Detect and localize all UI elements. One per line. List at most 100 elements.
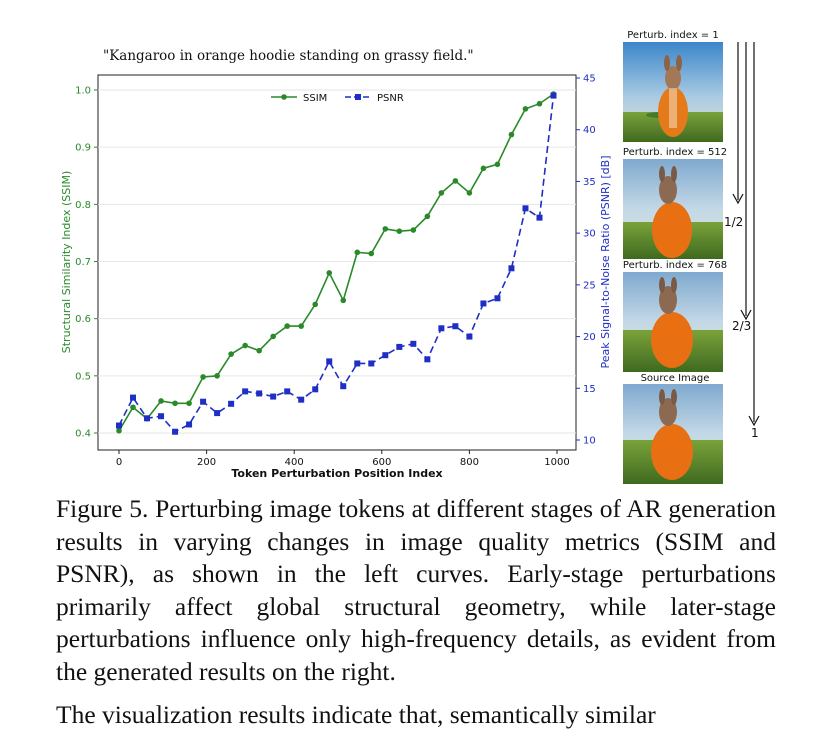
psnr-point [116,422,122,429]
body-text-next: The visualization results indicate that,… [56,700,656,729]
psnr-point [536,214,543,221]
ssim-point [298,323,305,329]
chart-series [116,91,557,435]
x-tick-label: 200 [197,457,216,468]
ssim-point [228,351,234,357]
ssim-point [508,131,515,138]
axis-ticks: 0 200 400 600 800 1000 0.4 0.5 0.6 0.7 0.8 0.9 1.0 10… [75,74,596,469]
psnr-point [382,352,389,359]
y-right-tick-label: 25 [583,280,596,291]
arrow-3-head [748,415,760,427]
plot-frame [97,74,577,451]
ssim-point [536,100,543,107]
y-right-tick-label: 45 [583,74,596,85]
legend-ssim-label: SSIM [303,93,327,104]
y-left-tick-label: 0.7 [75,257,91,268]
ssim-point [438,190,445,196]
ssim-point [284,323,290,329]
ssim-point [326,270,333,276]
chart-title: "Kangaroo in orange hoodie standing on g… [103,48,474,64]
ssim-point [382,226,389,232]
y-axis-label-right: Peak Signal-to-Noise Ratio (PSNR) [dB] [599,155,612,368]
figure-canvas: "Kangaroo in orange hoodie standing on g… [60,30,760,484]
psnr-point [312,386,319,393]
ssim-point [214,373,220,379]
psnr-point [214,410,221,417]
psnr-point [284,388,291,395]
psnr-point [466,333,473,340]
ssim-point [200,374,206,380]
y-left-tick-label: 1.0 [75,86,91,97]
arrow-label-half: 1/2 [724,215,743,229]
y-left-tick-label: 0.6 [75,314,91,325]
y-right-tick-label: 35 [583,177,596,188]
psnr-point [242,388,249,395]
image-label-1: Perturb. index = 1 [627,30,718,41]
figure-5: "Kangaroo in orange hoodie standing on g… [60,30,760,484]
ssim-point [186,400,192,407]
psnr-point [144,415,151,422]
psnr-point [550,92,557,99]
ssim-point [494,161,501,168]
psnr-point [410,340,417,347]
psnr-point [424,356,431,363]
y-axis-label-left: Structural Similarity Index (SSIM) [60,171,73,354]
y-right-tick-label: 10 [583,436,596,447]
psnr-point [200,398,207,405]
ssim-point [116,427,122,434]
y-right-tick-label: 30 [583,229,596,240]
ssim-point [368,250,375,257]
legend-ssim-marker [281,94,287,100]
x-tick-label: 800 [460,457,479,468]
ssim-point [424,213,431,220]
arrow-label-one: 1 [751,426,759,440]
arrow-1-head [732,193,744,205]
psnr-point [368,360,375,367]
ssim-point [396,228,403,235]
psnr-point [452,323,459,330]
psnr-point [438,325,445,332]
psnr-point [340,383,347,390]
y-left-tick-label: 0.4 [75,429,91,440]
psnr-point [158,413,165,420]
psnr-point [270,393,277,400]
ssim-point [452,178,459,184]
psnr-point [172,428,179,435]
ssim-point [354,249,361,256]
psnr-point [186,421,193,428]
psnr-point [494,295,501,302]
legend: SSIM PSNR [271,93,404,104]
y-left-tick-label: 0.9 [75,143,91,154]
ssim-point [242,342,248,349]
image-panel-3: Perturb. index = 768 [623,260,727,372]
ssim-point [172,400,178,407]
arrow-group [732,42,760,427]
psnr-point [256,390,263,397]
psnr-point [396,343,403,350]
psnr-point [522,205,529,212]
ssim-point [522,106,529,112]
psnr-point [354,360,361,367]
psnr-point [480,300,487,307]
ssim-point [256,347,262,354]
y-right-tick-label: 20 [583,332,596,343]
ssim-point [480,165,487,172]
arrow-label-two-thirds: 2/3 [732,319,751,333]
x-tick-label: 1000 [544,457,569,468]
psnr-point [508,265,515,272]
y-left-tick-label: 0.8 [75,200,91,211]
ssim-point [410,227,417,233]
image-panel-1: Perturb. index = 1 [623,30,723,142]
ssim-point [312,301,319,308]
psnr-line [118,95,555,433]
x-tick-label: 0 [116,457,122,468]
legend-psnr-marker [355,94,361,100]
psnr-point [130,394,137,401]
psnr-point [298,396,305,403]
ssim-point [158,398,164,404]
image-panel-2: Perturb. index = 512 [623,147,727,259]
image-label-2: Perturb. index = 512 [623,147,727,158]
x-axis-label: Token Perturbation Position Index [231,467,442,480]
ssim-line [118,93,554,432]
ssim-point [340,297,347,304]
